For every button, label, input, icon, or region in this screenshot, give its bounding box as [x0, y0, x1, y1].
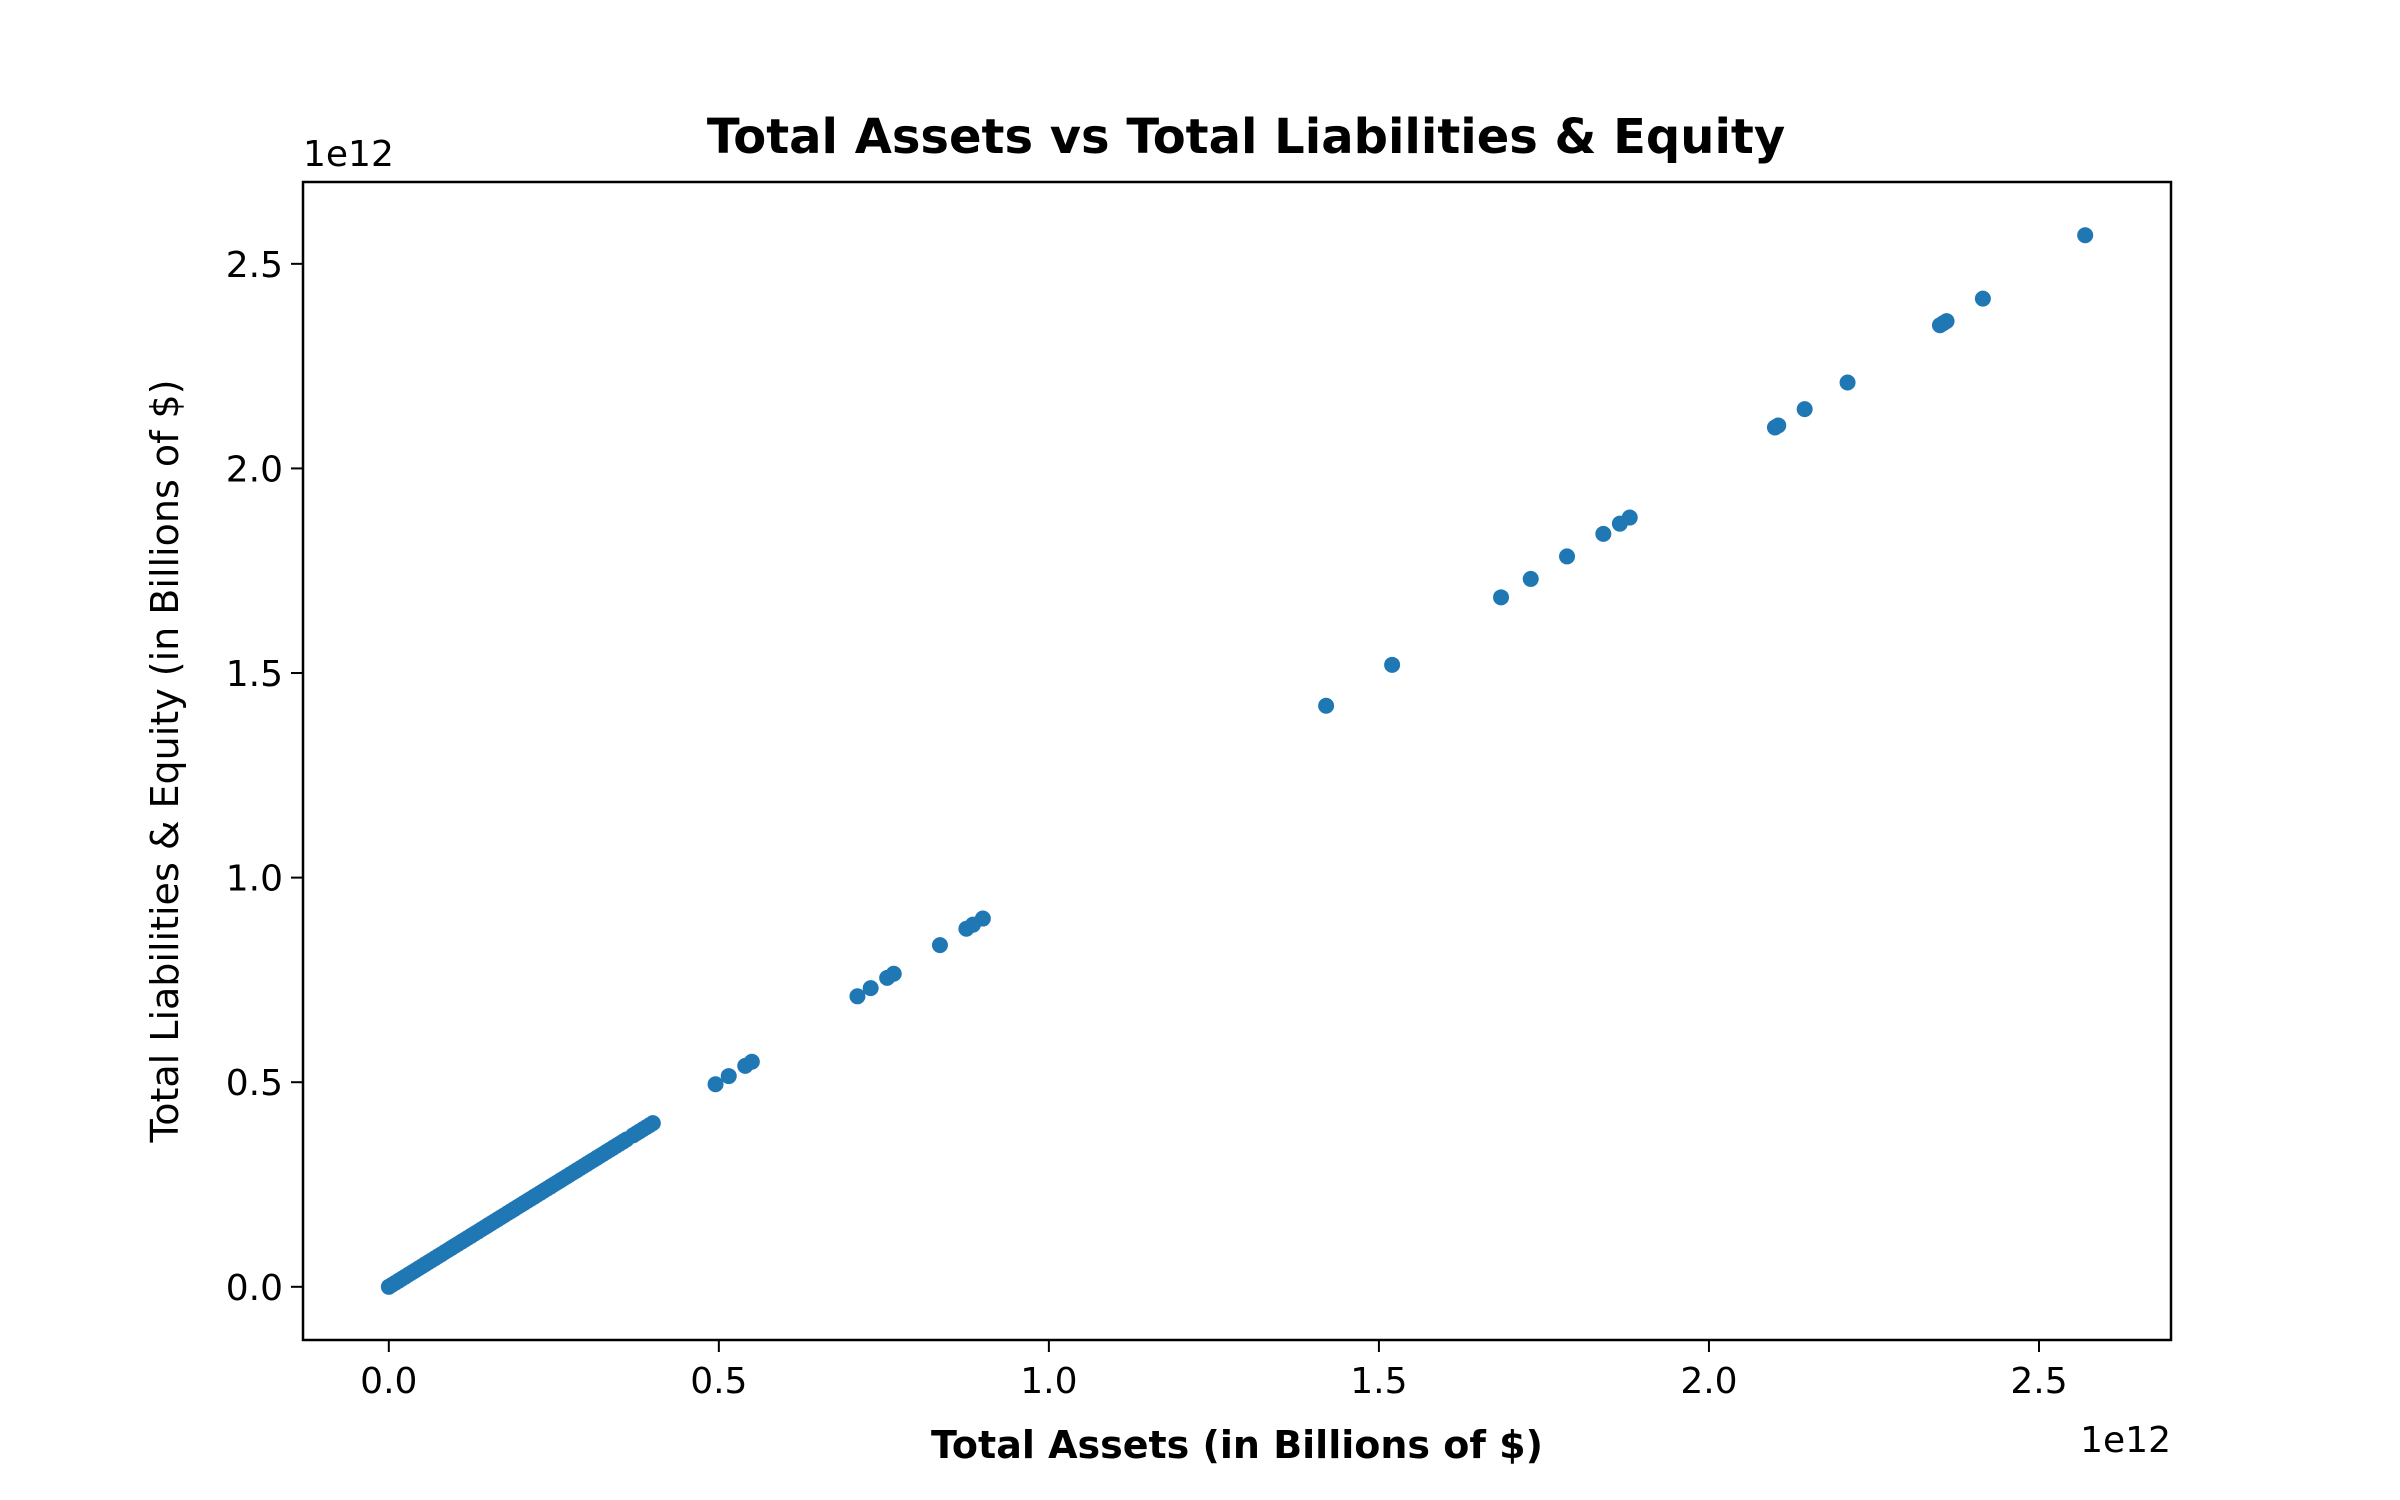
data-point: [2077, 227, 2094, 244]
x-tick-label: 2.0: [1680, 1361, 1737, 1402]
data-point: [707, 1076, 724, 1093]
data-point: [931, 937, 948, 954]
y-axis-label: Total Liabilities & Equity (in Billions …: [143, 379, 187, 1143]
x-axis-label: Total Assets (in Billions of $): [931, 1423, 1543, 1467]
y-tick-label: 1.5: [226, 654, 283, 695]
data-point: [885, 965, 902, 982]
x-tick-label: 1.0: [1020, 1361, 1077, 1402]
y-axis-ticks: 0.0 0.5 1.0 1.5 2.0 2.5: [226, 245, 303, 1309]
data-point: [1938, 313, 1955, 330]
y-tick-label: 2.5: [226, 245, 283, 286]
data-point: [1621, 509, 1638, 526]
data-point: [1522, 570, 1539, 587]
data-point: [1839, 374, 1856, 391]
plot-area-frame: [301, 180, 2173, 1342]
data-point: [1559, 548, 1576, 565]
data-point: [644, 1115, 661, 1132]
data-point: [720, 1068, 737, 1085]
chart-title: Total Assets vs Total Liabilities & Equi…: [707, 109, 1785, 165]
x-axis-offset-text: 1e12: [2080, 1420, 2171, 1461]
y-tick-label: 0.0: [226, 1268, 283, 1309]
data-point: [1318, 697, 1335, 714]
y-tick-label: 0.5: [226, 1063, 283, 1104]
data-point: [1770, 417, 1787, 434]
data-point: [1796, 401, 1813, 418]
data-point: [1595, 525, 1612, 542]
y-axis-offset-text: 1e12: [303, 134, 394, 175]
data-point: [849, 988, 866, 1005]
x-tick-label: 0.0: [360, 1361, 417, 1402]
data-point: [743, 1053, 760, 1070]
x-tick-label: 0.5: [690, 1361, 747, 1402]
data-point: [974, 910, 991, 927]
data-point: [862, 980, 879, 997]
y-tick-label: 2.0: [226, 449, 283, 490]
x-tick-label: 2.5: [2010, 1361, 2067, 1402]
y-tick-label: 1.0: [226, 859, 283, 900]
x-axis-ticks: 0.0 0.5 1.0 1.5 2.0 2.5: [360, 1340, 2068, 1402]
scatter-points: [380, 227, 2094, 1295]
data-point: [1974, 290, 1991, 307]
x-tick-label: 1.5: [1350, 1361, 1407, 1402]
data-point: [1493, 589, 1510, 606]
data-point: [1384, 656, 1401, 673]
